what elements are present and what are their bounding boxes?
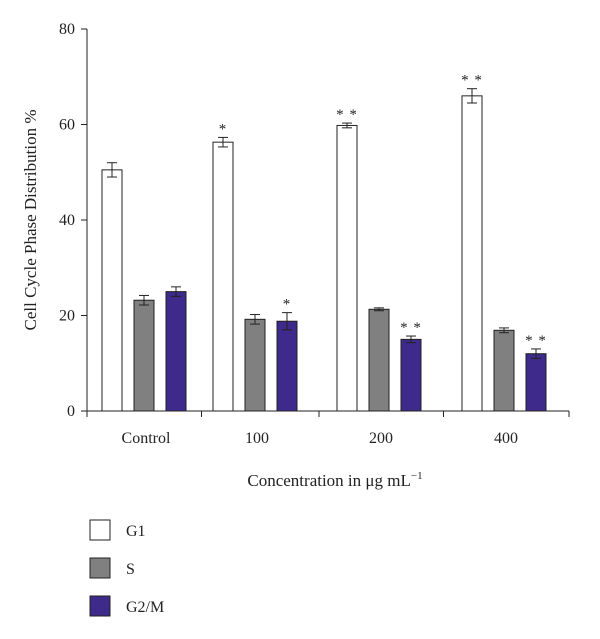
legend-swatch [89,557,111,579]
significance-marker: * [219,121,228,137]
legend-swatch [89,519,111,541]
axes: 0 20 40 60 80 Control 100 200 400 [59,21,570,447]
bar [212,141,234,412]
y-axis-title: Cell Cycle Phase Distribution % [21,110,40,331]
bar [276,320,298,412]
bar [400,338,422,412]
legend-label: G2/M [126,599,164,616]
x-axis-title-main: Concentration in μg mL [247,471,411,490]
bar [133,299,155,412]
legend-label: S [126,561,135,578]
significance-marker: * [283,297,292,313]
x-tick-label: 400 [494,430,518,447]
significance-marker: * * [461,73,483,89]
y-tick-label: 0 [67,403,75,420]
y-tick-label: 60 [59,117,75,134]
significance-marker: * * [336,107,358,123]
legend: G1 S G2/M [89,519,164,617]
bar [165,291,187,412]
bar [493,329,515,412]
x-axis-title: Concentration in μg mL−1 [247,470,422,490]
bar [368,308,390,412]
y-tick-label: 40 [59,212,75,229]
significance-marker: * * [400,320,422,336]
x-tick-label: 100 [245,430,269,447]
legend-label: G1 [126,523,146,540]
labels: Cell Cycle Phase Distribution % Concentr… [21,110,423,490]
bar [525,353,547,412]
bar [336,124,358,412]
x-tick-label: 200 [369,430,393,447]
legend-swatch [89,595,111,617]
y-tick-label: 80 [59,21,75,38]
x-axis-title-superscript: −1 [411,470,423,482]
significance-marker: * * [525,333,547,349]
x-tick-label: Control [122,430,171,447]
bars: * * * * * * * * * * [101,73,547,412]
bar [101,169,123,412]
bar [244,318,266,412]
y-tick-label: 20 [59,308,75,325]
bar [461,95,483,412]
